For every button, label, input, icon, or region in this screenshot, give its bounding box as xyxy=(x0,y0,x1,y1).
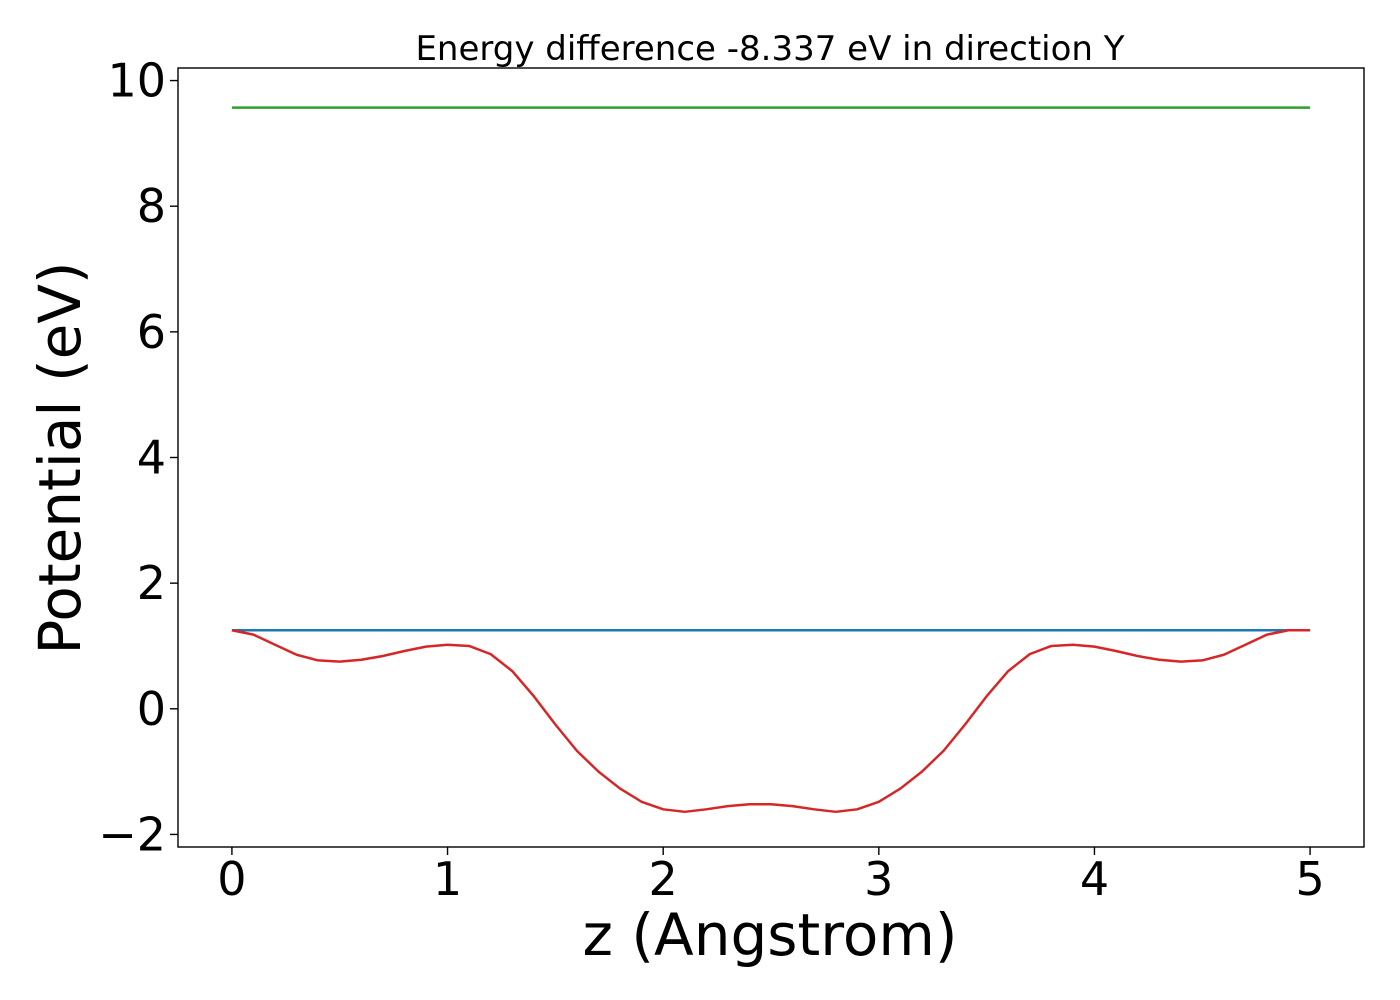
plot-frame xyxy=(177,67,1365,848)
series-line-2 xyxy=(231,629,1311,814)
y-tick-label: 8 xyxy=(137,179,166,233)
x-axis-label: z (Angstrom) xyxy=(583,901,958,969)
y-axis-label: Potential (eV) xyxy=(26,261,94,654)
y-tick-label: 10 xyxy=(107,54,166,108)
x-tick-label: 3 xyxy=(864,852,893,906)
y-tick-label: 2 xyxy=(137,556,166,610)
y-tick-label: 6 xyxy=(137,305,166,359)
y-axis: −2 0 2 4 6 8 10 xyxy=(98,54,178,861)
y-tick-label: 0 xyxy=(137,682,166,736)
y-tick-label: −2 xyxy=(98,807,166,861)
x-tick-label: 2 xyxy=(649,852,678,906)
chart-title: Energy difference -8.337 eV in direction… xyxy=(415,29,1124,69)
x-tick-label: 1 xyxy=(433,852,462,906)
x-tick-label: 5 xyxy=(1295,852,1324,906)
x-tick-label: 0 xyxy=(217,852,246,906)
x-tick-label: 4 xyxy=(1080,852,1109,906)
plot-area xyxy=(231,106,1311,814)
y-tick-label: 4 xyxy=(137,431,166,485)
x-axis: 0 1 2 3 4 5 xyxy=(217,847,1325,906)
